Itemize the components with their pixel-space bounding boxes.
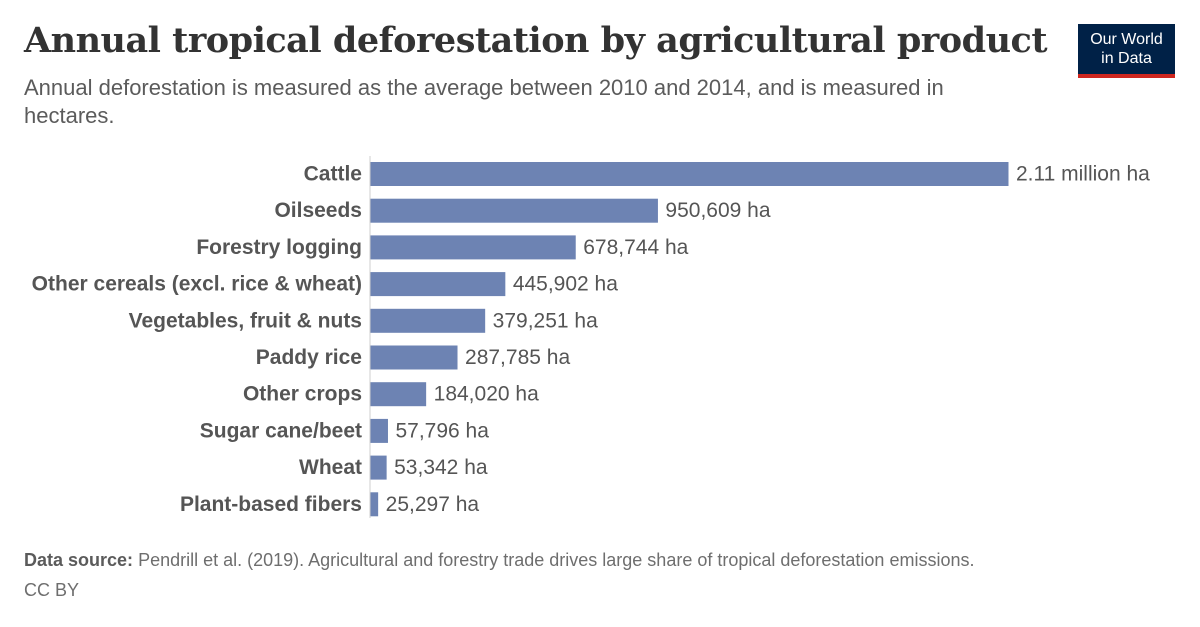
data-source: Data source: Pendrill et al. (2019). Agr… xyxy=(24,545,974,575)
bar[interactable] xyxy=(370,418,388,443)
category-label: Forestry logging xyxy=(196,236,362,259)
value-label: 445,902 ha xyxy=(513,273,618,296)
category-label: Oilseeds xyxy=(274,199,362,222)
category-label: Plant-based fibers xyxy=(180,493,362,516)
source-label: Data source: xyxy=(24,550,134,570)
value-label: 287,785 ha xyxy=(465,346,570,369)
category-label: Other cereals (excl. rice & wheat) xyxy=(32,273,362,296)
category-label: Cattle xyxy=(304,163,362,186)
bar[interactable] xyxy=(370,345,458,370)
category-label: Paddy rice xyxy=(256,346,362,369)
value-label: 2.11 million ha xyxy=(1016,163,1150,186)
bar[interactable] xyxy=(370,308,486,333)
chart-subtitle: Annual deforestation is measured as the … xyxy=(24,75,944,128)
bar[interactable] xyxy=(370,235,576,260)
chart-title: Annual tropical deforestation by agricul… xyxy=(24,20,1048,61)
value-label: 25,297 ha xyxy=(386,493,480,516)
category-label: Vegetables, fruit & nuts xyxy=(129,309,362,332)
value-label: 950,609 ha xyxy=(665,199,770,222)
value-label: 53,342 ha xyxy=(394,456,488,479)
value-label: 678,744 ha xyxy=(583,236,688,259)
chart-footer: Data source: Pendrill et al. (2019). Agr… xyxy=(24,545,974,605)
category-label: Wheat xyxy=(299,456,362,479)
bar[interactable] xyxy=(370,455,387,480)
license: CC BY xyxy=(24,580,80,600)
source-text: Pendrill et al. (2019). Agricultural and… xyxy=(138,550,975,570)
bar[interactable] xyxy=(370,382,427,407)
logo-line-1: Our World xyxy=(1090,31,1163,48)
value-label: 57,796 ha xyxy=(395,419,489,442)
category-label: Other crops xyxy=(243,383,362,406)
value-label: 184,020 ha xyxy=(434,383,539,406)
bar[interactable] xyxy=(370,272,506,297)
bar[interactable] xyxy=(370,492,379,517)
bar[interactable] xyxy=(370,162,1009,186)
owid-logo[interactable]: Our World in Data xyxy=(1078,24,1175,78)
bar[interactable] xyxy=(370,198,658,223)
value-label: 379,251 ha xyxy=(493,309,598,332)
logo-line-2: in Data xyxy=(1101,50,1152,67)
category-label: Sugar cane/beet xyxy=(200,419,362,442)
